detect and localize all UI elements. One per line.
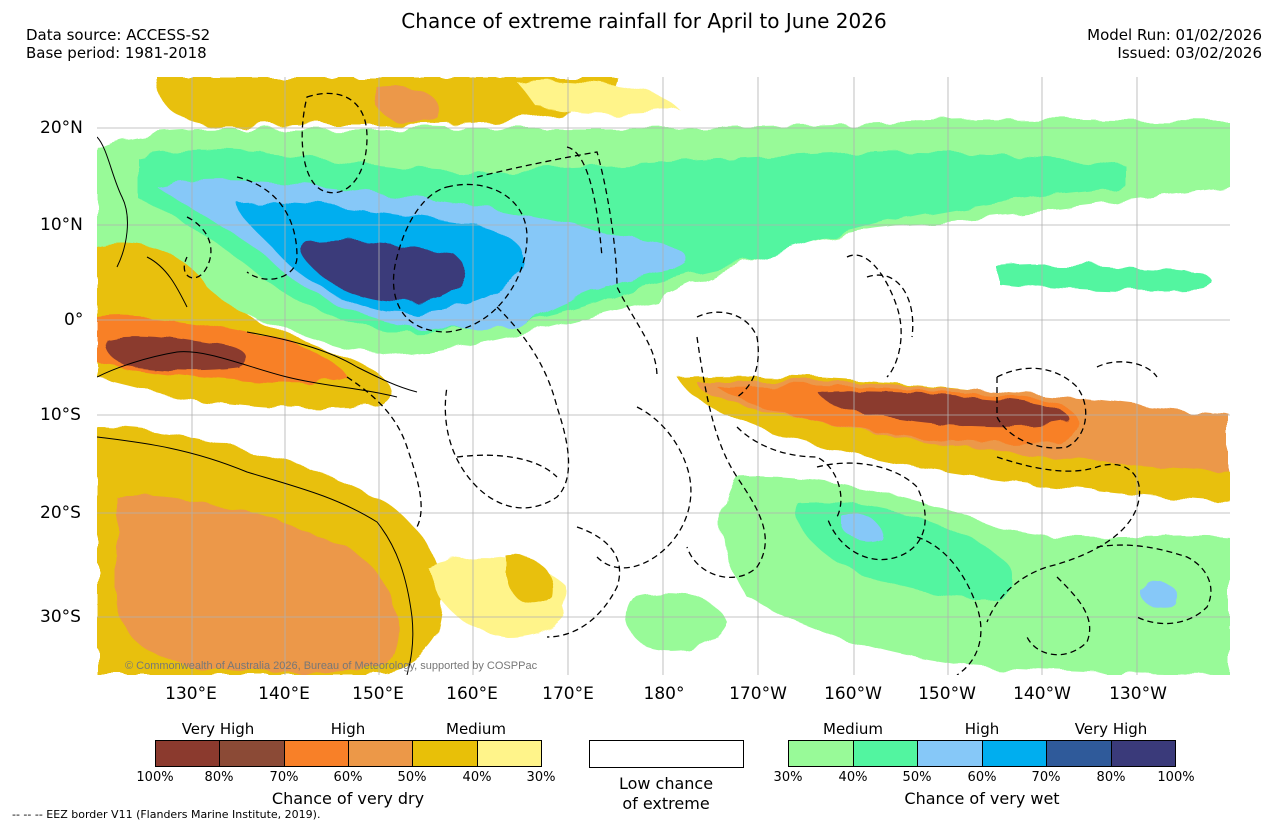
low-chance-line-2: of extreme [622,794,710,813]
dry-high-nw [377,86,439,123]
coastlines [97,136,418,675]
wet-swatch-60-70 [982,741,1047,766]
lon-label-160w: 160°W [824,684,882,704]
wet-cat-very-high: Very High [1074,720,1148,738]
lon-label-140e: 140°E [258,684,310,704]
lon-label-170e: 170°E [542,684,594,704]
dry-swatch-40-30 [477,741,541,766]
wet-tick: 40% [838,770,868,785]
wet-swatch-30-40 [789,741,854,766]
lat-label-20n: 20°N [40,118,83,138]
dry-tick: 30% [526,770,556,785]
dry-cat-medium: Medium [446,720,506,738]
wet-tick: 30% [773,770,803,785]
lat-label-20s: 20°S [40,503,81,523]
model-run-label: Model Run: 01/02/2026 [1087,26,1262,44]
low-chance-swatch [589,740,744,768]
base-period-label: Base period: 1981-2018 [26,44,207,62]
lon-label-130e: 130°E [165,684,217,704]
lon-label-140w: 140°W [1013,684,1071,704]
wet-swatch-40-50 [853,741,918,766]
low-chance-label: Low chance of extreme [619,774,713,814]
wet-legend-title: Chance of very wet [904,789,1060,808]
wet-colorbar [788,740,1176,767]
wet-medium-sw [628,593,727,651]
dry-cat-very-high: Very High [181,720,255,738]
wet-tick: 80% [1096,770,1126,785]
dry-tick: 100% [136,770,174,785]
dry-tick: 40% [462,770,492,785]
run-info: Model Run: 01/02/2026 Issued: 03/02/2026 [1087,26,1262,62]
wet-cat-medium: Medium [823,720,883,738]
rainfall-shading [97,77,1230,675]
dry-tick: 80% [204,770,234,785]
lat-label-10n: 10°N [40,215,83,235]
map-title: Chance of extreme rainfall for April to … [401,9,887,33]
issued-label: Issued: 03/02/2026 [1117,44,1262,62]
dry-very-high-central-band [817,391,1069,428]
graticule [97,77,1230,675]
wet-swatch-70-80 [1047,741,1112,766]
dry-swatch-50-40 [413,741,478,766]
wet-very-high-region [301,240,465,303]
dry-light-north [517,80,677,113]
dry-high-australia [117,496,397,673]
wet-swatch-50-60 [918,741,983,766]
wet-tick: 100% [1157,770,1195,785]
low-chance-line-1: Low chance [618,774,714,793]
rainfall-map: © Commonwealth of Australia 2026, Bureau… [97,77,1230,675]
wet-tick: 70% [1031,770,1061,785]
lon-label-170w: 170°W [729,684,787,704]
dry-very-high-maritime [105,336,248,370]
eez-footnote: -- -- -- EEZ border V11 (Flanders Marine… [12,808,321,821]
wet-high-south-a [842,515,883,543]
wet-tick: 60% [967,770,997,785]
dry-colorbar [155,740,542,767]
wet-tick: 50% [902,770,932,785]
data-source-label: Data source: ACCESS-S2 [26,26,211,44]
source-info: Data source: ACCESS-S2 Base period: 1981… [26,26,210,62]
wet-cat-high: High [964,720,1000,738]
dry-swatch-60-50 [348,741,414,766]
lat-label-equator: 0° [64,310,84,330]
dry-swatch-70-60 [284,741,349,766]
lon-label-150w: 150°W [918,684,976,704]
dry-tick: 50% [397,770,427,785]
lat-label-30s: 30°S [40,607,81,627]
dry-medium-coral-sea [507,556,553,605]
dry-tick: 70% [269,770,299,785]
dry-swatch-80-70 [220,741,285,766]
wet-swatch-80-100 [1111,741,1175,766]
lon-label-130w: 130°W [1109,684,1167,704]
dry-tick: 60% [333,770,363,785]
dry-swatch-100-80 [156,741,221,766]
dry-legend-title: Chance of very dry [271,789,425,808]
copyright-credit: © Commonwealth of Australia 2026, Bureau… [125,660,538,672]
lon-label-160e: 160°E [446,684,498,704]
eez-borders [183,92,1212,675]
wet-medium-east-strip [997,264,1212,291]
lon-label-150e: 150°E [352,684,404,704]
lon-label-180: 180° [643,684,685,704]
wet-high-south-b [1137,583,1180,608]
dry-cat-high: High [330,720,366,738]
lat-label-10s: 10°S [40,405,81,425]
